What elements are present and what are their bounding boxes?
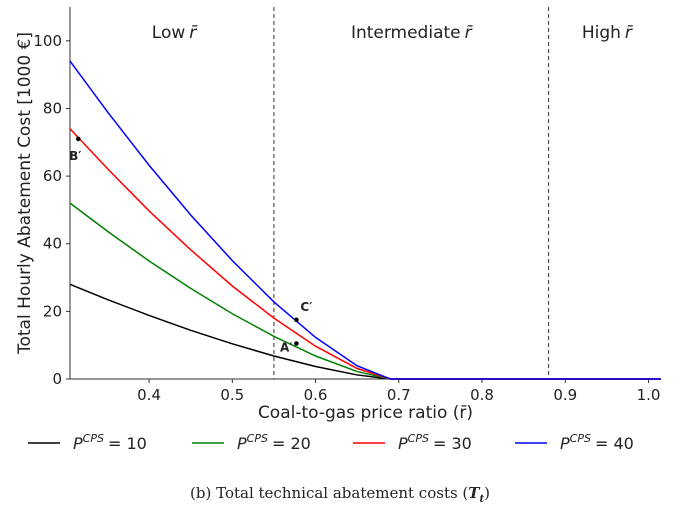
point-label: A′ (280, 340, 292, 354)
x-axis-label: Coal-to-gas price ratio (r̄) (258, 403, 473, 423)
y-axis-label: Total Hourly Abatement Cost [1000 €] (15, 32, 35, 355)
legend-label: PCPS = 10 (73, 432, 147, 453)
legend-name: P (237, 434, 247, 453)
region-text: High (582, 23, 621, 43)
y-tick-label: 0 (52, 370, 62, 388)
legend-name: P (398, 434, 408, 453)
y-tick-label: 60 (43, 167, 62, 185)
region-label: Intermediate r̄ (351, 23, 473, 43)
legend-name: P (73, 434, 83, 453)
region-symbol: r̄ (465, 23, 473, 43)
region-symbol: r̄ (189, 23, 197, 43)
series-line (69, 60, 661, 380)
region-label: Low r̄ (152, 23, 198, 43)
x-tick-label: 0.4 (137, 386, 161, 404)
y-tick-label: 100 (33, 32, 62, 50)
legend-suffix: = 20 (272, 434, 311, 453)
series-line (69, 283, 661, 380)
x-tick-label: 0.8 (470, 386, 494, 404)
region-label: High r̄ (582, 23, 633, 43)
point-label: B′ (69, 149, 81, 163)
point (76, 136, 81, 142)
legend-label: PCPS = 20 (237, 432, 311, 453)
legend-name: P (560, 434, 570, 453)
y-tick-label: 20 (43, 302, 62, 320)
region-symbol: r̄ (625, 23, 633, 43)
point (294, 341, 299, 346)
caption: (b) Total technical abatement costs (Tt) (190, 484, 490, 505)
y-tick-label: 80 (43, 99, 62, 117)
legend-suffix: = 10 (108, 434, 147, 453)
y-tick-label: 40 (43, 235, 62, 253)
x-tick-label: 0.9 (553, 386, 577, 404)
series-line (69, 202, 661, 380)
series-line (69, 128, 661, 380)
x-tick-label: 0.6 (304, 386, 328, 404)
point-label: C′ (300, 300, 312, 314)
legend-label: PCPS = 30 (398, 432, 472, 453)
legend-superscript: CPS (247, 432, 268, 445)
region-text: Intermediate (351, 23, 461, 43)
legend-superscript: CPS (83, 432, 104, 445)
legend-suffix: = 40 (595, 434, 634, 453)
x-tick-label: 0.5 (220, 386, 244, 404)
x-tick-label: 1.0 (637, 386, 661, 404)
legend-label: PCPS = 40 (560, 432, 634, 453)
legend-superscript: CPS (570, 432, 591, 445)
region-text: Low (152, 23, 186, 43)
legend-suffix: = 30 (433, 434, 472, 453)
legend-superscript: CPS (408, 432, 429, 445)
point (294, 317, 299, 323)
x-tick-label: 0.7 (387, 386, 411, 404)
